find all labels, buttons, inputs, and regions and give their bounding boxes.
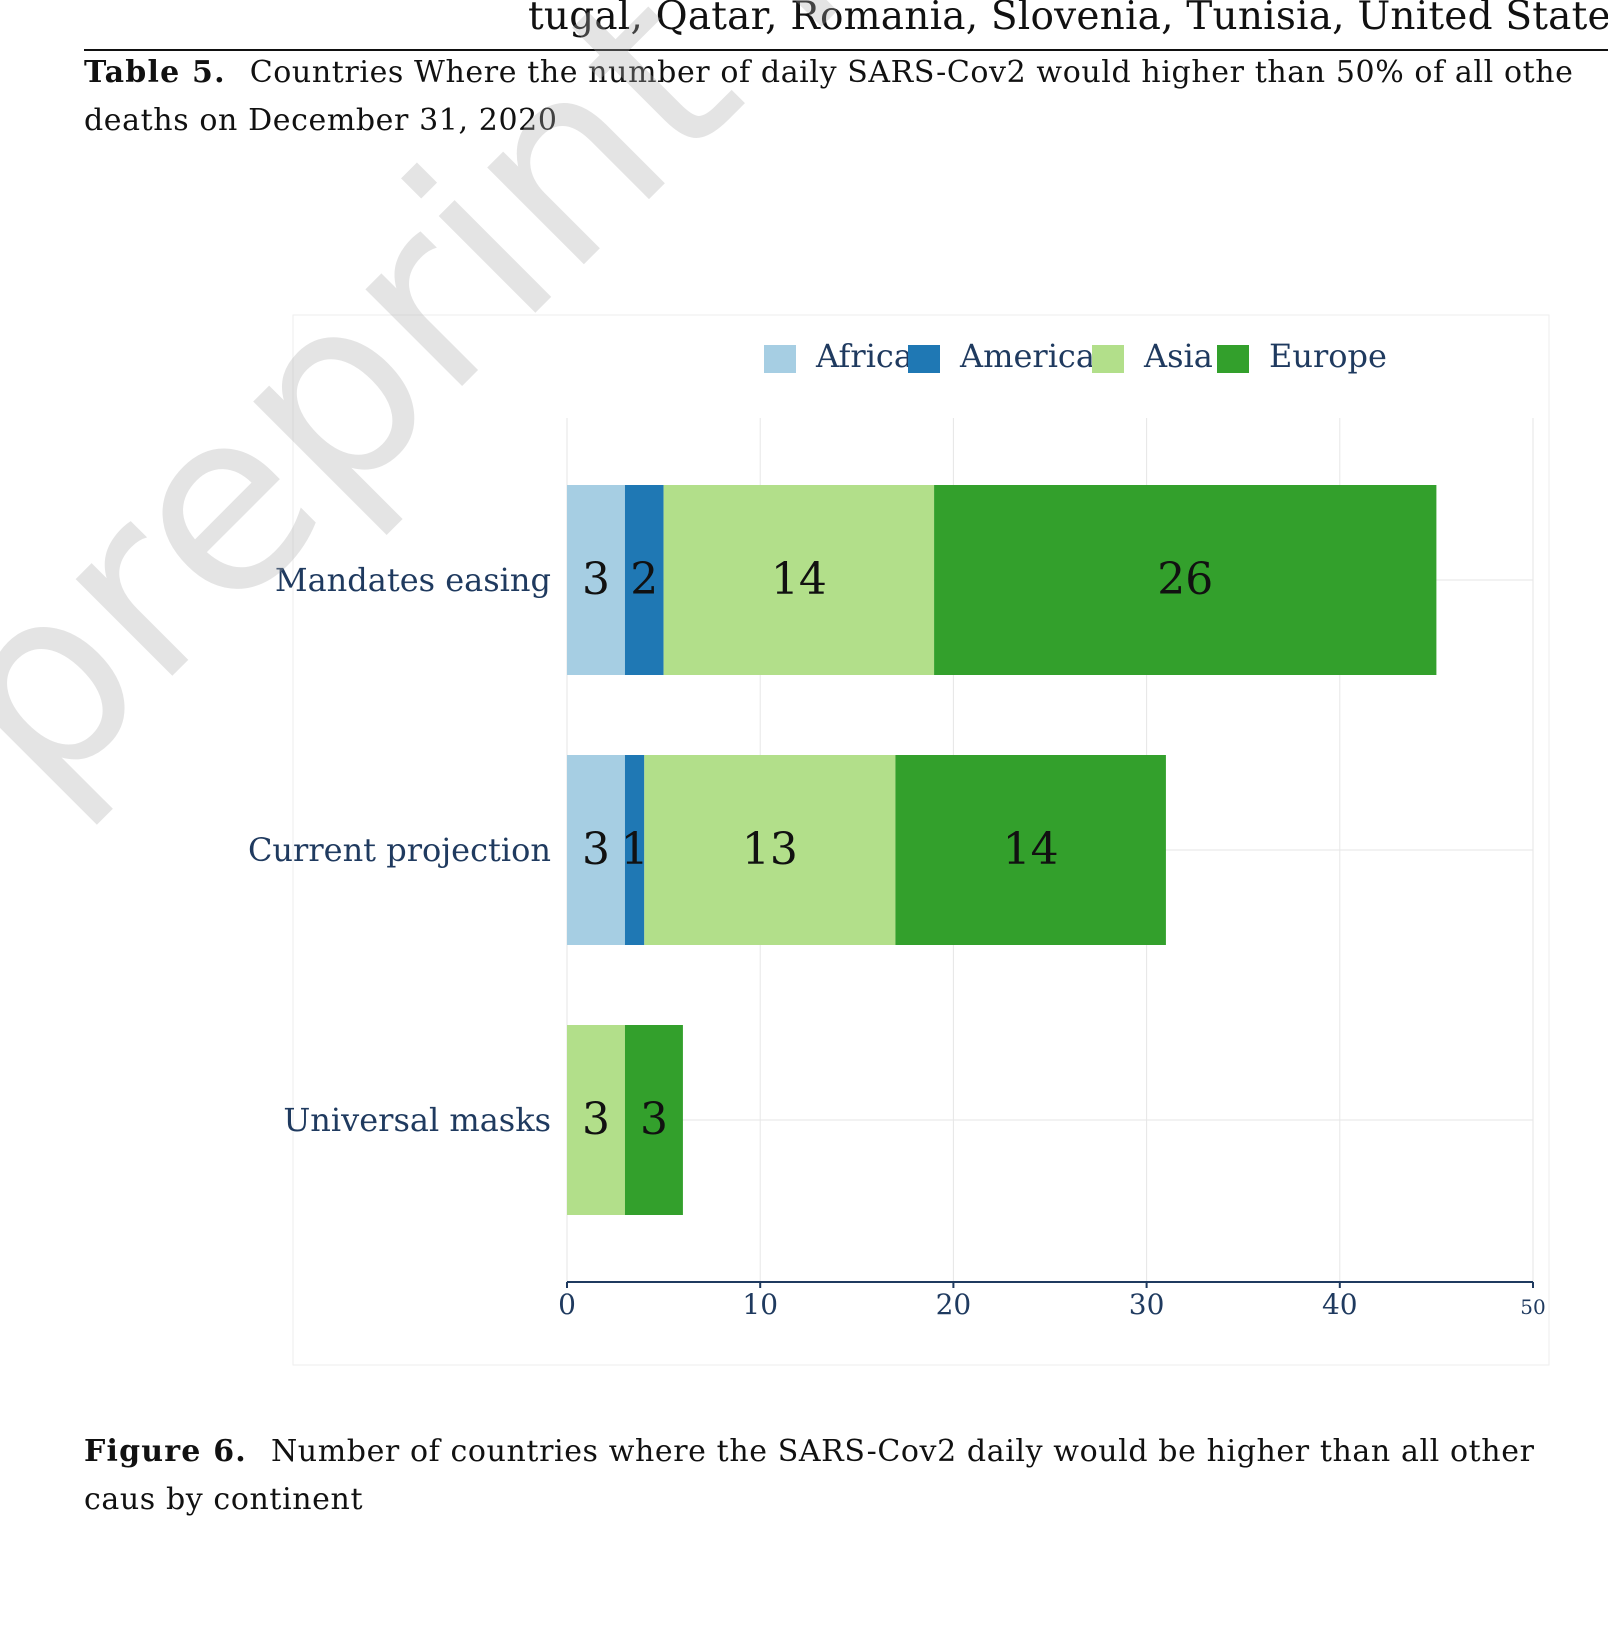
legend-swatch bbox=[908, 345, 940, 373]
category-label: Universal masks bbox=[283, 1101, 551, 1139]
bar-value-label: 3 bbox=[640, 1094, 668, 1145]
bar-value-label: 1 bbox=[621, 824, 649, 875]
bar-segment bbox=[567, 485, 625, 675]
x-tick-label: 50 bbox=[1520, 1295, 1545, 1319]
x-tick-label: 30 bbox=[1129, 1288, 1165, 1321]
bar-value-label: 2 bbox=[630, 554, 658, 605]
x-tick-label: 10 bbox=[742, 1288, 778, 1321]
bar-segment bbox=[624, 1025, 683, 1215]
legend-label: Africa bbox=[815, 337, 913, 375]
bar-value-label: 14 bbox=[1003, 824, 1059, 875]
x-tick-label: 40 bbox=[1322, 1288, 1358, 1321]
table-caption-label: Table 5. bbox=[84, 55, 226, 90]
legend-label: Asia bbox=[1143, 337, 1213, 375]
table-caption-text: Countries Where the number of daily SARS… bbox=[84, 55, 1574, 138]
figure-caption-text: Number of countries where the SARS-Cov2 … bbox=[84, 1434, 1535, 1517]
x-tick-label: 0 bbox=[558, 1288, 576, 1321]
preceding-text-line: tugal, Qatar, Romania, Slovenia, Tunisia… bbox=[528, 0, 1608, 39]
bar-value-label: 14 bbox=[771, 554, 827, 605]
figure-caption: Figure 6. Number of countries where the S… bbox=[84, 1428, 1608, 1524]
category-label: Current projection bbox=[248, 831, 551, 869]
bar-value-label: 3 bbox=[582, 824, 610, 875]
bar-segment bbox=[624, 485, 664, 675]
legend-swatch bbox=[1217, 345, 1249, 373]
figure-caption-label: Figure 6. bbox=[84, 1434, 247, 1469]
table-rule bbox=[84, 49, 1608, 51]
table-caption: Table 5. Countries Where the number of da… bbox=[84, 49, 1608, 145]
legend-label: Americas bbox=[959, 337, 1111, 375]
bar-segment bbox=[567, 755, 625, 945]
bar-value-label: 26 bbox=[1157, 554, 1213, 605]
x-axis: Mandates easing Current projection Univers… bbox=[248, 561, 1546, 1321]
bar-segment bbox=[624, 755, 645, 945]
category-label: Mandates easing bbox=[275, 561, 551, 599]
bar-segment bbox=[934, 485, 1437, 675]
bars: 3 2 14 263 1 13 143 3 bbox=[567, 485, 1437, 1215]
legend-label: Europe bbox=[1269, 337, 1387, 375]
bar-segment bbox=[644, 755, 896, 945]
bar-value-label: 3 bbox=[582, 1094, 610, 1145]
bar-segment bbox=[663, 485, 935, 675]
legend: Africa Americas Asia Europe bbox=[764, 337, 1387, 375]
legend-swatch bbox=[1092, 345, 1124, 373]
bar-value-label: 3 bbox=[582, 554, 610, 605]
bar-segment bbox=[567, 1025, 625, 1215]
bar-value-label: 13 bbox=[742, 824, 798, 875]
x-tick-label: 20 bbox=[936, 1288, 972, 1321]
bar-segment bbox=[895, 755, 1166, 945]
legend-swatch bbox=[764, 345, 796, 373]
